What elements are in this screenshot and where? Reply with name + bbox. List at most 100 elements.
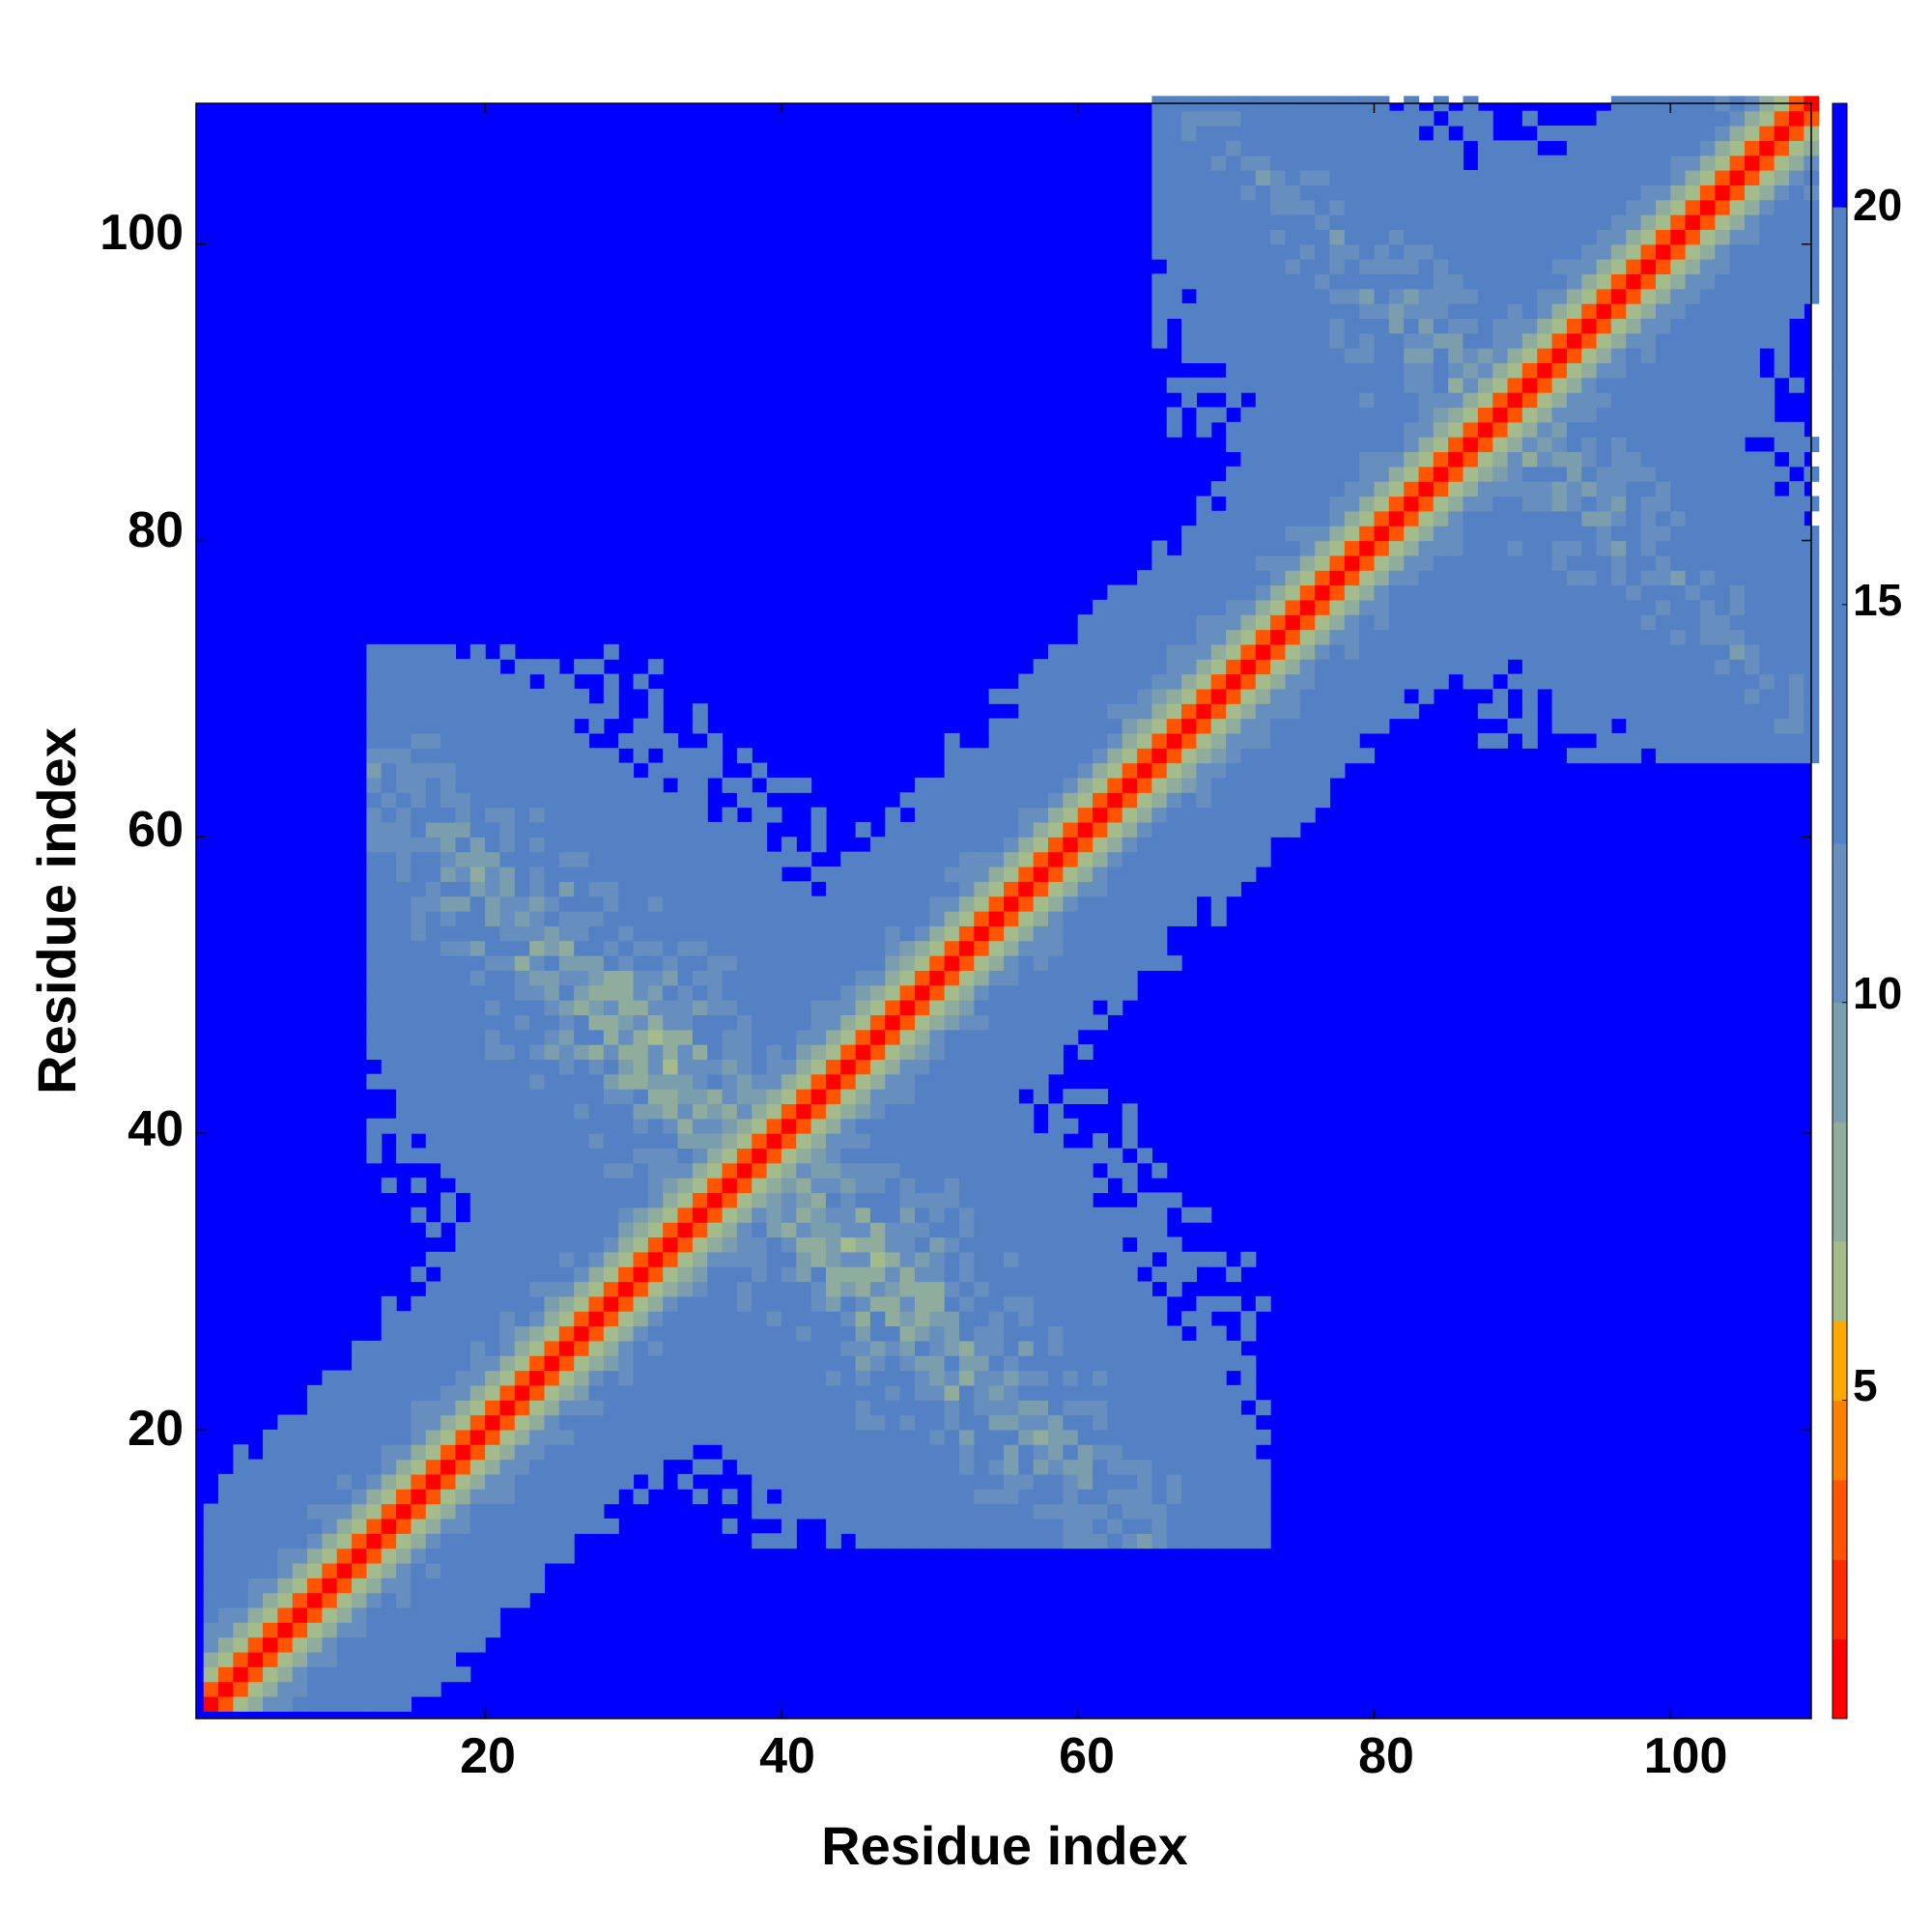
heatmap-cell <box>574 1118 590 1134</box>
heatmap-cell <box>618 1311 635 1327</box>
heatmap-cell <box>1715 199 1731 215</box>
heatmap-cell <box>1477 185 1493 201</box>
heatmap-cell <box>840 1236 857 1253</box>
heatmap-cell <box>974 1518 990 1534</box>
heatmap-cell <box>411 1073 427 1090</box>
heatmap-cell <box>722 1355 738 1372</box>
heatmap-cell <box>707 1459 724 1475</box>
heatmap-cell <box>1107 911 1123 926</box>
heatmap-cell <box>899 1192 916 1208</box>
heatmap-cell <box>677 940 694 956</box>
heatmap-cell <box>840 1400 857 1416</box>
heatmap-cell <box>529 1325 546 1342</box>
heatmap-cell <box>292 1562 308 1578</box>
heatmap-cell <box>1048 1325 1064 1342</box>
heatmap-cell <box>1477 170 1493 185</box>
heatmap-cell <box>425 703 441 720</box>
heatmap-cell <box>574 1340 590 1356</box>
heatmap-cell <box>1492 732 1509 749</box>
heatmap-cell <box>292 1429 308 1445</box>
heatmap-cell <box>366 1695 383 1712</box>
heatmap-cell <box>869 1044 886 1060</box>
heatmap-cell <box>352 1533 367 1549</box>
heatmap-cell <box>1077 1251 1094 1267</box>
heatmap-cell <box>440 1606 457 1623</box>
heatmap-cell <box>1596 110 1612 127</box>
heatmap-cell <box>1404 659 1420 675</box>
heatmap-cell <box>825 1518 841 1534</box>
heatmap-cell <box>1670 140 1687 156</box>
heatmap-cell <box>752 1325 768 1342</box>
heatmap-cell <box>1610 421 1627 438</box>
heatmap-cell <box>1299 466 1316 482</box>
heatmap-cell <box>1507 273 1523 290</box>
heatmap-cell <box>247 1592 264 1608</box>
heatmap-cell <box>203 1562 219 1578</box>
heatmap-cell <box>1521 407 1538 423</box>
heatmap-cell <box>707 821 724 838</box>
heatmap-cell <box>781 955 797 971</box>
heatmap-cell <box>425 1651 441 1667</box>
heatmap-cell <box>869 1251 886 1267</box>
heatmap-cell <box>1063 895 1079 912</box>
heatmap-cell <box>1033 984 1049 1001</box>
heatmap-cell <box>1093 955 1108 971</box>
heatmap-cell <box>1655 199 1671 215</box>
heatmap-cell <box>810 1029 827 1045</box>
heatmap-cell <box>1551 526 1568 542</box>
heatmap-cell <box>455 703 471 720</box>
heatmap-cell <box>618 732 635 749</box>
heatmap-cell <box>766 1103 782 1120</box>
heatmap-cell <box>440 1459 457 1475</box>
heatmap-cell <box>1151 1459 1168 1475</box>
heatmap-cell <box>974 1325 990 1342</box>
heatmap-cell <box>707 895 724 912</box>
heatmap-cell <box>1226 1295 1242 1312</box>
heatmap-cell <box>440 1192 457 1208</box>
heatmap-cell <box>1181 392 1198 409</box>
heatmap-cell <box>366 1370 383 1386</box>
heatmap-cell <box>558 1503 575 1520</box>
heatmap-cell <box>1196 1444 1212 1461</box>
heatmap-cell <box>455 748 471 764</box>
heatmap-cell <box>647 984 664 1001</box>
heatmap-cell <box>425 955 441 971</box>
heatmap-cell <box>1715 599 1731 615</box>
heatmap-cell <box>810 940 827 956</box>
heatmap-cell <box>1004 1059 1019 1075</box>
heatmap-cell <box>1166 288 1182 304</box>
heatmap-cell <box>1448 570 1464 586</box>
heatmap-cell <box>1048 643 1064 660</box>
heatmap-cell <box>692 851 708 867</box>
heatmap-cell <box>647 895 664 912</box>
heatmap-cell <box>869 1473 886 1490</box>
heatmap-cell <box>499 718 516 734</box>
heatmap-cell <box>1004 1281 1019 1297</box>
heatmap-cell <box>766 807 782 823</box>
heatmap-cell <box>544 881 560 897</box>
heatmap-cell <box>1048 895 1064 912</box>
heatmap-cell <box>440 1295 457 1312</box>
heatmap-cell <box>1196 348 1212 364</box>
heatmap-cell <box>514 837 530 853</box>
heatmap-cell <box>1048 955 1064 971</box>
heatmap-cell <box>1551 185 1568 201</box>
heatmap-cell <box>411 837 427 853</box>
heatmap-cell <box>1004 1355 1019 1372</box>
heatmap-cell <box>855 940 871 956</box>
heatmap-cell <box>1477 126 1493 141</box>
heatmap-cell <box>1492 377 1509 393</box>
heatmap-cell <box>292 1503 308 1520</box>
heatmap-cell <box>1685 599 1701 615</box>
heatmap-cell <box>1699 273 1716 290</box>
heatmap-cell <box>663 1414 679 1431</box>
heatmap-cell <box>1240 110 1257 127</box>
heatmap-cell <box>1018 1029 1035 1045</box>
heatmap-cell <box>1433 303 1449 320</box>
heatmap-cell <box>899 940 916 956</box>
heatmap-cell <box>485 1518 501 1534</box>
heatmap-cell <box>899 1533 916 1549</box>
heatmap-cell <box>203 1577 219 1594</box>
heatmap-cell <box>469 748 486 764</box>
